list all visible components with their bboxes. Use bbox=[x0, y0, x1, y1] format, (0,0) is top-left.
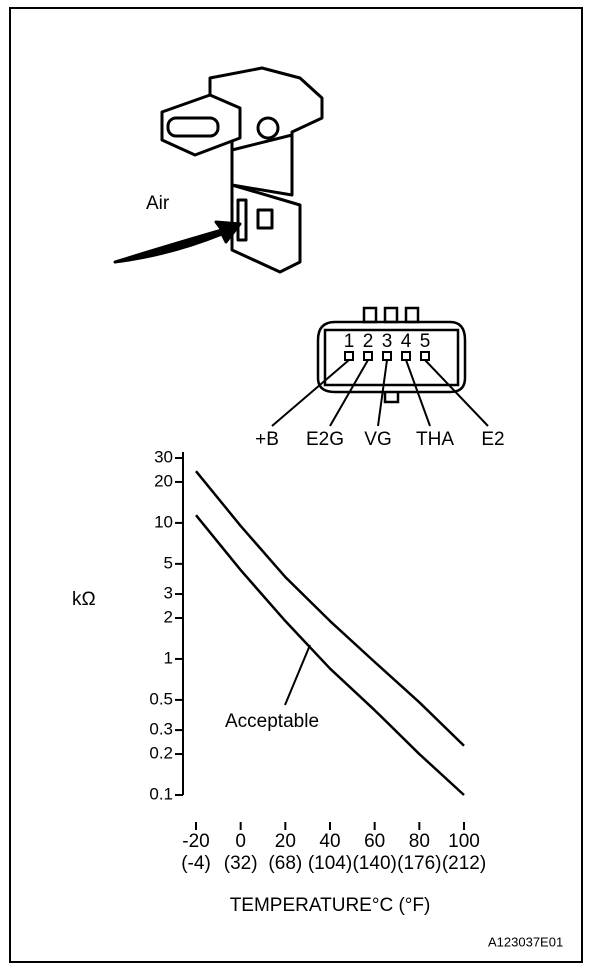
figure-code: A123037E01 bbox=[488, 934, 563, 949]
curve bbox=[195, 514, 465, 796]
x2-tick-label: (-4) bbox=[181, 853, 211, 874]
pin bbox=[363, 351, 373, 361]
pin bbox=[420, 351, 430, 361]
x-tick-label: 20 bbox=[275, 831, 296, 852]
y-tick-label: 0.5 bbox=[149, 689, 173, 708]
y-tick-label: 10 bbox=[154, 512, 173, 531]
terminal-label: +B bbox=[255, 429, 279, 450]
x-tick-label: 40 bbox=[319, 831, 340, 852]
pin-number: 1 bbox=[344, 331, 355, 352]
pin-number: 4 bbox=[401, 331, 412, 352]
leader-line bbox=[424, 359, 489, 427]
pin-number: 3 bbox=[382, 331, 393, 352]
pin-number: 2 bbox=[363, 331, 374, 352]
y-tick-label: 0.1 bbox=[149, 784, 173, 803]
x-tick-label: -20 bbox=[182, 831, 209, 852]
y-tick-label: 0.3 bbox=[149, 720, 173, 739]
x-axis-label: TEMPERATURE°C (°F) bbox=[230, 895, 431, 916]
x2-tick-label: (104) bbox=[308, 853, 352, 874]
x-tick-label: 60 bbox=[364, 831, 385, 852]
leader-line bbox=[329, 359, 369, 427]
curve bbox=[195, 470, 465, 747]
x2-tick-label: (32) bbox=[224, 853, 258, 874]
terminal-label: THA bbox=[416, 429, 454, 450]
x-tick-label: 0 bbox=[235, 831, 246, 852]
pin bbox=[344, 351, 354, 361]
x-tick-label: 80 bbox=[409, 831, 430, 852]
y-tick-label: 0.2 bbox=[149, 744, 173, 763]
y-tick-label: 30 bbox=[154, 447, 173, 466]
x2-tick-label: (140) bbox=[352, 853, 396, 874]
x2-tick-label: (212) bbox=[442, 853, 486, 874]
annotation-leader bbox=[284, 644, 311, 706]
x2-tick-label: (176) bbox=[397, 853, 441, 874]
sensor-illustration bbox=[113, 66, 324, 274]
frame bbox=[9, 7, 583, 963]
pin bbox=[382, 351, 392, 361]
terminal-label: E2G bbox=[306, 429, 344, 450]
pin-number: 5 bbox=[420, 331, 431, 352]
y-tick-label: 2 bbox=[164, 607, 173, 626]
y-tick-label: 5 bbox=[164, 553, 173, 572]
y-axis-label: kΩ bbox=[72, 589, 96, 610]
y-tick-label: 3 bbox=[164, 584, 173, 603]
annotation: Acceptable bbox=[225, 711, 319, 732]
leader-line bbox=[377, 359, 388, 427]
y-tick-label: 20 bbox=[154, 471, 173, 490]
leader-line bbox=[271, 359, 350, 427]
terminal-label: VG bbox=[364, 429, 391, 450]
y-tick-label: 1 bbox=[164, 648, 173, 667]
x-tick-label: 100 bbox=[448, 831, 480, 852]
x2-tick-label: (68) bbox=[268, 853, 302, 874]
pin bbox=[401, 351, 411, 361]
terminal-label: E2 bbox=[481, 429, 504, 450]
air-label: Air bbox=[146, 193, 170, 214]
chart: 0.1 0.2 0.3 0.5 1 2 3 5 10 20 30 -20 0 20 40 60 80 100 (-4… bbox=[72, 447, 486, 916]
leader-line bbox=[405, 359, 431, 427]
connector-outline bbox=[316, 306, 467, 404]
